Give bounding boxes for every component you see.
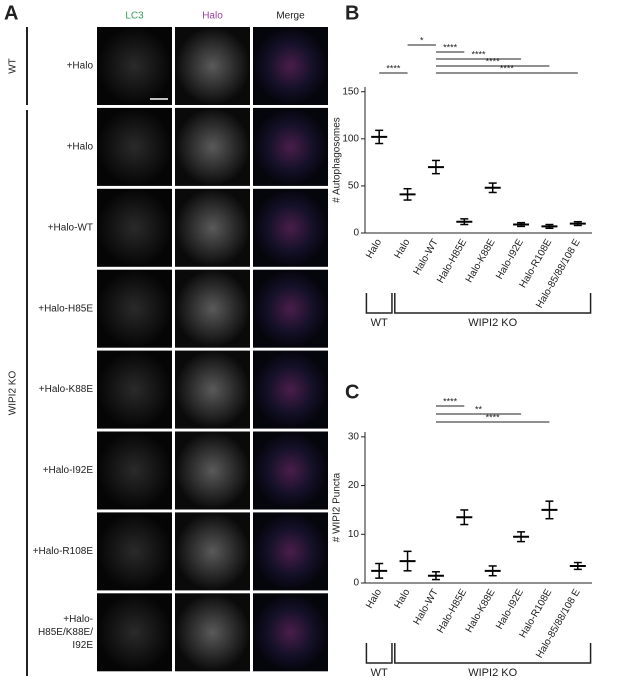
panel-letter: C (345, 381, 359, 403)
row-label: +Halo-I92E (43, 465, 94, 476)
column-header: Merge (276, 11, 305, 22)
x-tick-label: Halo-K88E (464, 587, 498, 635)
x-tick-label: Halo-I92E (494, 587, 526, 631)
x-tick-label: Halo-K88E (464, 237, 498, 285)
group-label: WT (371, 667, 388, 679)
row-label: +Halo (67, 61, 94, 72)
group-label: WIPI2 KO (468, 667, 517, 679)
group-label: WT (8, 58, 19, 74)
column-header: LC3 (125, 11, 144, 22)
micrograph (253, 188, 328, 267)
group-label: WT (371, 317, 388, 329)
group-bracket (365, 643, 393, 664)
y-tick-label: 0 (353, 228, 359, 239)
micrograph (253, 431, 328, 510)
micrograph (175, 431, 250, 510)
group-bracket (394, 643, 592, 664)
row-label: +Halo-WT (48, 222, 93, 233)
row-label: H85E/K88E/ (38, 627, 93, 638)
micrograph (175, 188, 250, 267)
micrograph (97, 27, 172, 105)
row-label: +Halo (67, 142, 94, 153)
group-bracket (365, 293, 393, 314)
micrograph (175, 269, 250, 348)
significance-label: ** (475, 404, 483, 414)
row-label: I92E (72, 640, 93, 651)
row-label: +Halo- (63, 614, 93, 625)
significance-label: **** (443, 396, 458, 406)
micrograph (175, 107, 250, 186)
micrograph (97, 431, 172, 510)
micrograph (97, 107, 172, 186)
micrograph (97, 593, 172, 672)
significance-label: **** (486, 56, 501, 66)
y-axis-title: # WIPI2 Puncta (332, 472, 343, 542)
micrograph (175, 350, 250, 429)
micrograph (253, 512, 328, 591)
significance-label: **** (500, 63, 515, 73)
row-label: +Halo-H85E (38, 303, 93, 314)
panel-letter: B (345, 2, 359, 24)
micrograph (253, 269, 328, 348)
y-tick-label: 50 (348, 181, 360, 192)
micrograph (175, 27, 250, 105)
micrograph (175, 512, 250, 591)
y-axis-title: # Autophagosomes (332, 117, 343, 203)
micrograph (97, 350, 172, 429)
significance-label: **** (443, 42, 458, 52)
group-label: WIPI2 KO (468, 317, 517, 329)
y-tick-label: 10 (348, 529, 360, 540)
micrograph (97, 188, 172, 267)
x-tick-label: Halo-WT (412, 587, 441, 627)
panel-letter: A (4, 2, 18, 24)
significance-label: * (420, 35, 424, 45)
y-tick-label: 150 (342, 86, 359, 97)
x-tick-label: Halo (364, 587, 384, 611)
group-label: WIPI2 KO (8, 371, 19, 416)
x-tick-label: Halo-I92E (494, 237, 526, 281)
significance-label: **** (386, 63, 401, 73)
micrograph (97, 269, 172, 348)
x-tick-label: Halo (393, 237, 413, 261)
micrograph (253, 350, 328, 429)
micrograph (175, 593, 250, 672)
group-bracket (394, 293, 592, 314)
y-tick-label: 20 (348, 480, 360, 491)
y-tick-label: 0 (353, 578, 359, 589)
x-tick-label: Halo-WT (412, 237, 441, 277)
micrograph (253, 107, 328, 186)
column-header: Halo (202, 11, 223, 22)
row-label: +Halo-R108E (33, 546, 94, 557)
y-tick-label: 30 (348, 432, 360, 443)
y-tick-label: 100 (342, 133, 359, 144)
x-tick-label: Halo (393, 587, 413, 611)
micrograph (253, 27, 328, 105)
micrograph (253, 593, 328, 672)
row-label: +Halo-K88E (39, 384, 94, 395)
micrograph (97, 512, 172, 591)
x-tick-label: Halo (364, 237, 384, 261)
significance-label: **** (471, 49, 486, 59)
significance-label: **** (486, 412, 501, 422)
